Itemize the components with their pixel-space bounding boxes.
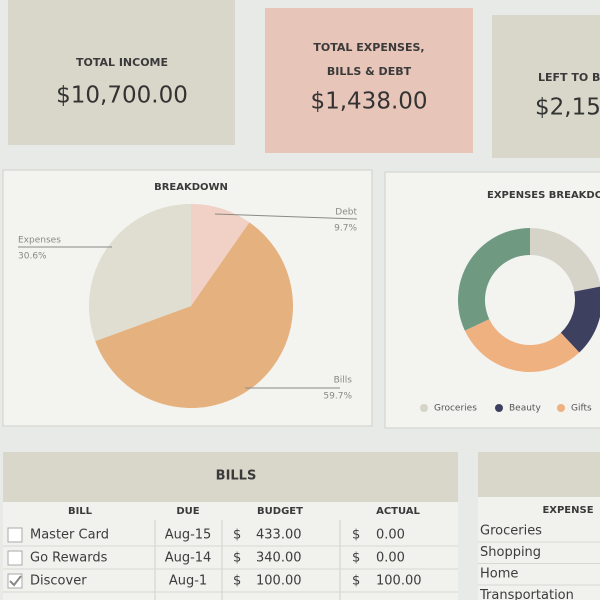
checkbox[interactable] xyxy=(7,573,23,589)
slice xyxy=(530,228,600,292)
slice-label: Expenses xyxy=(18,236,61,246)
checkbox[interactable] xyxy=(7,527,23,543)
card-amount: $10,700.00 xyxy=(56,83,188,109)
card-title: LEFT TO B xyxy=(538,71,600,84)
income-card xyxy=(8,0,235,145)
card-amount: $1,438.00 xyxy=(310,89,427,115)
bill-due: Aug-14 xyxy=(165,551,212,566)
legend-label: Gifts xyxy=(571,404,592,414)
card-amount: $2,150 xyxy=(535,95,600,121)
check-mark xyxy=(9,575,22,587)
expenses-card xyxy=(265,8,473,153)
chart-title: BREAKDOWN xyxy=(154,182,228,193)
legend-dot xyxy=(495,404,503,412)
card-title: BILLS & DEBT xyxy=(327,65,412,78)
slice xyxy=(88,204,191,342)
bill-actual: 0.00 xyxy=(376,551,405,566)
slice-label: Bills xyxy=(334,376,353,386)
bill-budget: 340.00 xyxy=(256,551,302,566)
table-title: BILLS xyxy=(216,469,257,484)
bill-name: Go Rewards xyxy=(30,551,108,566)
column-header: ACTUAL xyxy=(376,506,420,517)
bill-name: Master Card xyxy=(30,528,109,543)
bills-header xyxy=(3,452,458,502)
checkbox[interactable] xyxy=(7,550,23,566)
bill-budget: 433.00 xyxy=(256,528,302,543)
bill-name: Discover xyxy=(30,574,87,589)
slice-value: 59.7% xyxy=(323,392,352,402)
slice-value: 9.7% xyxy=(334,224,357,234)
column-header: DUE xyxy=(176,506,199,517)
legend-dot xyxy=(557,404,565,412)
column-header: BILL xyxy=(68,506,93,517)
legend-label: Groceries xyxy=(434,404,477,414)
currency: $ xyxy=(233,551,241,566)
currency: $ xyxy=(352,551,360,566)
bill-due: Aug-1 xyxy=(169,574,207,589)
left-card xyxy=(492,15,600,158)
expense-name: Transportation xyxy=(479,588,574,600)
legend-dot xyxy=(420,404,428,412)
bill-actual: 100.00 xyxy=(376,574,422,589)
expense-name: Groceries xyxy=(480,524,542,539)
currency: $ xyxy=(233,528,241,543)
expense-name: Home xyxy=(480,567,518,582)
slice xyxy=(95,222,293,408)
currency: $ xyxy=(352,528,360,543)
bill-actual: 0.00 xyxy=(376,528,405,543)
currency: $ xyxy=(233,574,241,589)
card-title: TOTAL INCOME xyxy=(76,56,168,69)
legend-label: Beauty xyxy=(509,404,541,414)
card-title: TOTAL EXPENSES, xyxy=(313,41,424,54)
expense-header xyxy=(478,452,600,497)
slice-label: Debt xyxy=(335,208,357,218)
slice xyxy=(458,228,530,331)
slice xyxy=(560,286,600,353)
bill-due: Aug-15 xyxy=(165,528,212,543)
currency: $ xyxy=(352,574,360,589)
bill-budget: 100.00 xyxy=(256,574,302,589)
slice xyxy=(464,319,580,373)
leader-line xyxy=(214,213,358,220)
expense-table xyxy=(478,497,600,600)
chart-title: EXPENSES BREAKDOW xyxy=(487,190,600,201)
expenses-panel xyxy=(384,171,600,429)
bills-table xyxy=(3,502,458,600)
slice xyxy=(191,204,250,306)
expense-name: Shopping xyxy=(480,545,541,560)
column-header: EXPENSE xyxy=(542,505,593,516)
column-header: BUDGET xyxy=(257,506,303,517)
slice-value: 30.6% xyxy=(18,252,47,262)
